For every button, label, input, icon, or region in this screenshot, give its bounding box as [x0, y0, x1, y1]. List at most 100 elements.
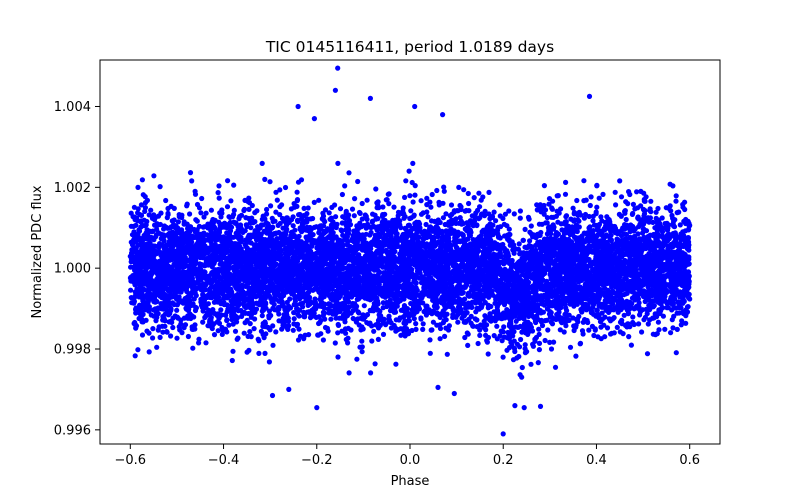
data-point	[350, 315, 356, 322]
data-point	[591, 332, 597, 339]
data-point	[667, 181, 673, 187]
data-point	[541, 183, 548, 189]
data-point	[267, 179, 273, 185]
data-point	[411, 316, 417, 322]
data-point	[682, 199, 688, 205]
data-point	[215, 328, 221, 334]
data-point	[573, 222, 580, 228]
data-point	[517, 215, 523, 221]
data-point	[630, 201, 637, 207]
data-point	[291, 316, 297, 322]
data-point	[259, 313, 265, 319]
data-point	[476, 190, 482, 196]
data-point	[440, 215, 446, 221]
data-point	[655, 319, 662, 325]
data-point	[485, 351, 491, 357]
data-point	[335, 160, 341, 166]
data-points	[127, 65, 693, 437]
data-point	[447, 213, 453, 219]
data-point	[372, 361, 378, 367]
data-point	[525, 214, 532, 220]
data-point	[457, 202, 463, 209]
data-point	[638, 203, 644, 209]
data-point	[364, 221, 371, 227]
data-point	[412, 192, 418, 198]
data-point	[359, 349, 365, 355]
data-point	[596, 195, 602, 201]
data-point	[187, 170, 194, 176]
data-point	[539, 322, 546, 329]
data-point	[246, 206, 252, 212]
data-point	[208, 207, 214, 213]
data-point	[516, 241, 522, 247]
data-point	[316, 197, 322, 203]
data-point	[339, 191, 345, 198]
data-point	[535, 360, 541, 366]
data-point	[337, 206, 344, 212]
data-point	[501, 324, 507, 330]
data-point	[359, 200, 365, 207]
data-point	[618, 194, 625, 200]
data-point	[361, 303, 367, 309]
data-point	[218, 307, 224, 313]
data-point	[148, 207, 154, 213]
data-point	[248, 225, 254, 231]
data-point	[335, 354, 341, 360]
data-point	[232, 328, 239, 334]
data-point	[342, 183, 348, 189]
data-point	[391, 204, 397, 210]
data-point	[542, 337, 548, 344]
data-point	[380, 331, 387, 337]
data-point	[253, 242, 259, 248]
data-point	[361, 236, 367, 242]
data-point	[427, 337, 433, 343]
data-point	[174, 307, 180, 313]
data-point	[338, 227, 344, 233]
data-point	[393, 361, 399, 367]
data-point	[311, 199, 317, 205]
data-point	[674, 326, 680, 332]
data-point	[359, 338, 365, 344]
data-point	[279, 215, 286, 222]
data-point	[429, 327, 435, 333]
data-point	[475, 340, 481, 347]
data-point	[448, 202, 455, 208]
data-point	[386, 201, 392, 207]
data-point	[150, 335, 156, 341]
data-point	[647, 206, 653, 212]
data-point	[135, 347, 141, 353]
data-point	[259, 160, 265, 166]
data-point	[230, 348, 236, 354]
data-point	[139, 332, 146, 338]
data-point	[295, 179, 302, 185]
data-point	[170, 324, 176, 331]
data-point	[530, 234, 536, 240]
data-point	[194, 201, 201, 208]
data-point	[301, 205, 307, 211]
data-point	[434, 187, 440, 194]
data-point	[612, 189, 618, 195]
data-point	[635, 231, 641, 237]
data-point	[205, 301, 211, 307]
data-point	[623, 216, 629, 223]
data-point	[135, 210, 141, 216]
data-point	[270, 342, 276, 348]
data-point	[497, 202, 503, 208]
data-point	[616, 211, 623, 217]
data-point	[534, 207, 540, 213]
data-point	[202, 314, 208, 321]
data-point	[451, 208, 457, 214]
data-point	[413, 326, 419, 332]
data-point	[349, 237, 355, 244]
data-point	[335, 322, 342, 328]
data-point	[673, 193, 679, 199]
data-point	[256, 350, 262, 356]
data-point	[548, 346, 555, 352]
data-point	[135, 184, 141, 190]
data-point	[128, 287, 134, 293]
data-point	[522, 226, 528, 232]
data-point	[388, 325, 394, 331]
data-point	[465, 190, 471, 197]
data-point	[659, 229, 666, 235]
